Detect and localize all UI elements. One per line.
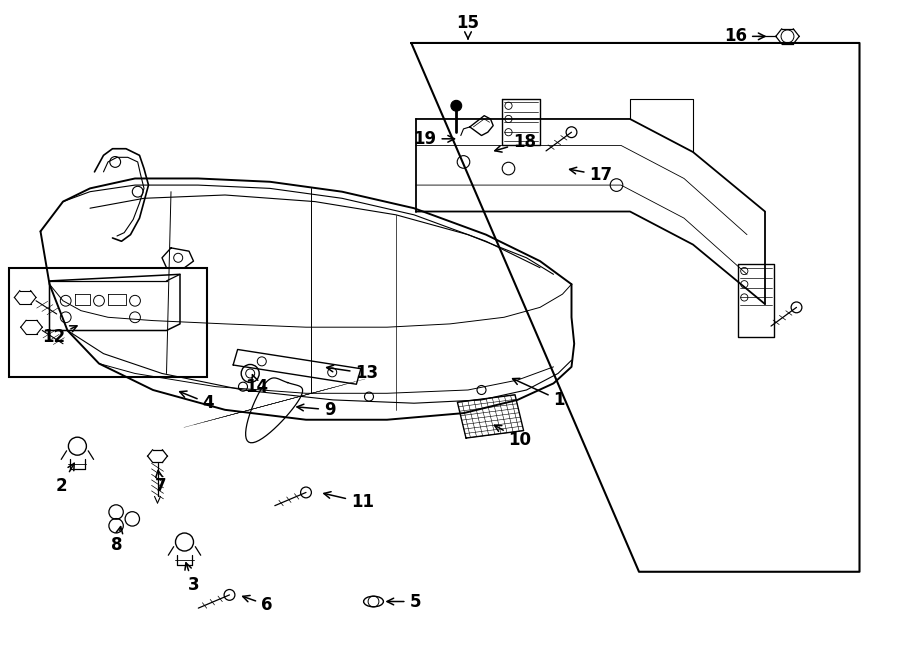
Text: 16: 16 [724, 27, 765, 46]
Text: 6: 6 [243, 596, 273, 614]
Text: 3: 3 [184, 563, 199, 594]
Text: 9: 9 [297, 401, 336, 419]
Text: 2: 2 [56, 463, 75, 495]
Text: 19: 19 [413, 130, 454, 148]
Text: 12: 12 [42, 326, 77, 346]
Text: 13: 13 [327, 364, 379, 383]
Text: 15: 15 [456, 14, 480, 38]
Text: 17: 17 [570, 166, 613, 184]
Ellipse shape [364, 596, 383, 607]
Text: 5: 5 [387, 592, 421, 611]
Text: 11: 11 [324, 492, 374, 512]
Text: 18: 18 [495, 133, 536, 152]
Text: 7: 7 [155, 471, 166, 495]
Circle shape [451, 100, 462, 111]
Text: 1: 1 [513, 378, 565, 409]
Text: 4: 4 [180, 391, 214, 412]
Text: 10: 10 [494, 425, 532, 449]
Text: 14: 14 [245, 375, 268, 396]
Bar [9, 268, 207, 377]
Text: 8: 8 [112, 527, 122, 555]
